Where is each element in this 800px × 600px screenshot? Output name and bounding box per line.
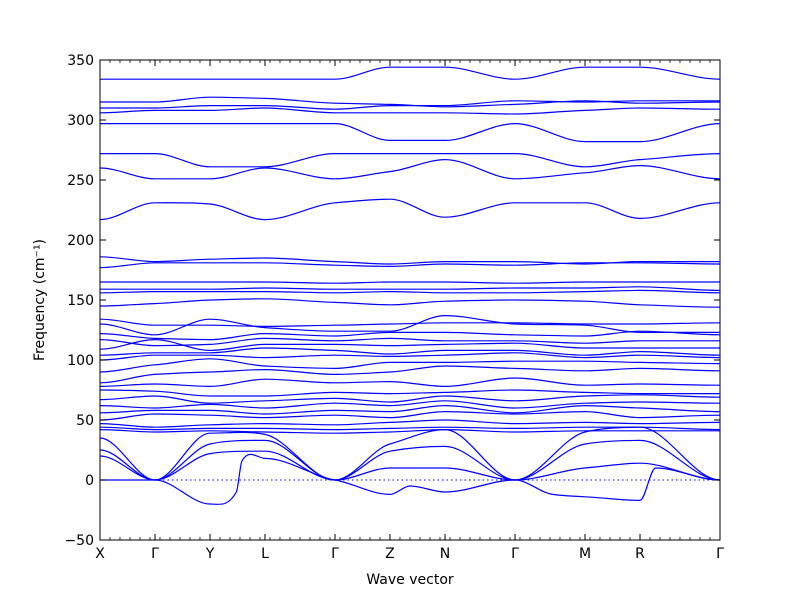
band-line-33 bbox=[99, 426, 721, 481]
x-tick-label: Γ bbox=[151, 546, 159, 562]
band-line-27 bbox=[99, 400, 721, 409]
x-axis-label: Wave vector bbox=[366, 572, 454, 588]
band-line-19 bbox=[99, 338, 720, 352]
band-line-1 bbox=[100, 66, 721, 80]
y-tick-label: 50 bbox=[76, 413, 94, 429]
y-tick-label: −50 bbox=[64, 533, 94, 549]
y-tick-label: 0 bbox=[85, 473, 94, 489]
band-line-4 bbox=[99, 107, 721, 115]
band-line-7 bbox=[99, 158, 721, 180]
y-tick-label: 200 bbox=[67, 233, 94, 249]
x-tick-label: Γ bbox=[511, 546, 519, 562]
band-line-30 bbox=[99, 419, 721, 428]
band-line-18 bbox=[99, 337, 720, 347]
band-line-32 bbox=[99, 428, 720, 434]
x-tick-label: Γ bbox=[331, 546, 339, 562]
band-line-6 bbox=[100, 152, 721, 168]
band-lines bbox=[99, 66, 721, 505]
band-line-10 bbox=[99, 262, 721, 269]
band-line-20 bbox=[99, 347, 721, 356]
x-tick-label: Γ bbox=[716, 546, 724, 562]
y-tick-label: 250 bbox=[67, 173, 94, 189]
band-line-21 bbox=[99, 352, 721, 361]
band-line-26 bbox=[99, 394, 721, 404]
band-line-12 bbox=[99, 286, 721, 291]
band-line-14 bbox=[99, 298, 721, 308]
band-line-13 bbox=[99, 289, 721, 294]
plot-frame bbox=[99, 59, 721, 541]
x-tick-label: Z bbox=[385, 546, 395, 562]
band-line-11 bbox=[99, 281, 720, 284]
x-tick-label: L bbox=[261, 546, 269, 562]
band-line-23 bbox=[99, 365, 721, 384]
y-tick-label: 350 bbox=[67, 53, 94, 69]
x-tick-label: R bbox=[635, 546, 645, 562]
y-axis: −50 0 50 100 150 200 250 300 350 bbox=[64, 53, 720, 549]
band-line-16 bbox=[99, 314, 720, 336]
x-tick-label: X bbox=[95, 546, 105, 562]
band-line-8 bbox=[99, 198, 721, 221]
band-line-24 bbox=[99, 377, 721, 388]
band-line-35 bbox=[99, 450, 721, 481]
x-tick-label: N bbox=[440, 546, 450, 562]
band-line-29 bbox=[99, 410, 721, 421]
x-tick-label: M bbox=[579, 546, 591, 562]
band-line-25 bbox=[99, 389, 720, 397]
band-line-28 bbox=[99, 404, 721, 415]
band-line-3 bbox=[99, 100, 720, 110]
x-tick-label: Y bbox=[205, 546, 215, 562]
band-line-34 bbox=[99, 439, 721, 481]
band-line-31 bbox=[99, 426, 721, 431]
y-tick-label: 100 bbox=[67, 353, 94, 369]
y-tick-label: 150 bbox=[67, 293, 94, 309]
band-line-17 bbox=[99, 330, 721, 341]
y-axis-label: Frequency (cm⁻¹) bbox=[32, 239, 48, 361]
band-line-5 bbox=[100, 122, 721, 143]
y-tick-label: 300 bbox=[67, 113, 94, 129]
band-line-15 bbox=[99, 318, 721, 328]
band-line-36 bbox=[100, 453, 721, 505]
band-line-22 bbox=[99, 358, 721, 373]
